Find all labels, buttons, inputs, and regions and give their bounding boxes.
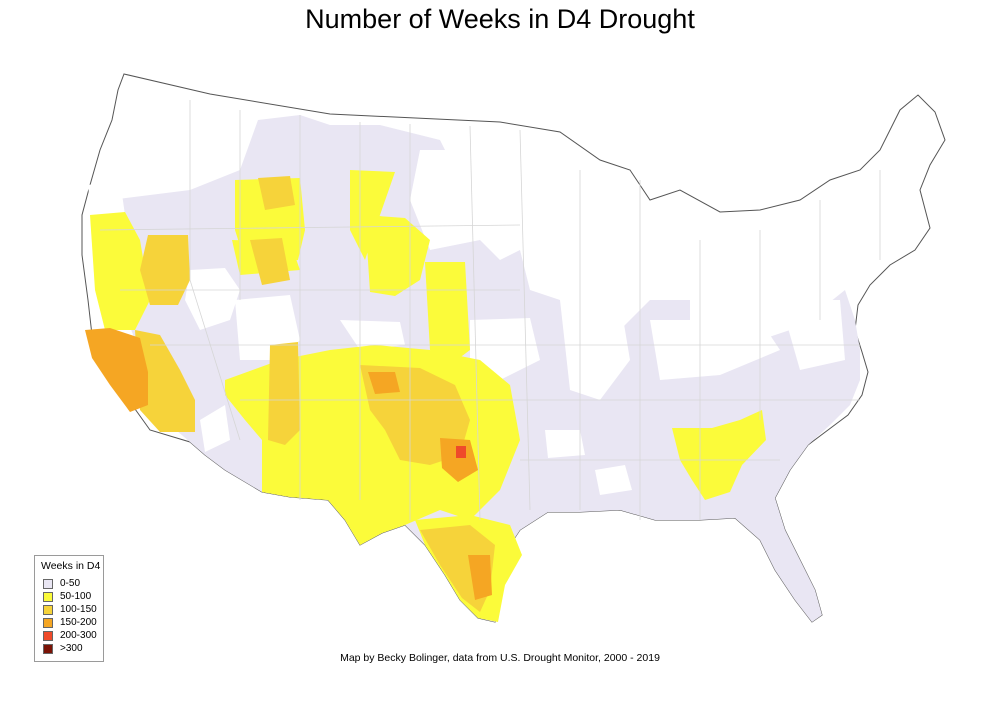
legend-label: 100-150 [60, 604, 97, 615]
legend-label: 150-200 [60, 617, 97, 628]
map-title: Number of Weeks in D4 Drought [305, 4, 695, 34]
region-texas-south [468, 555, 492, 600]
legend-item: 150-200 [41, 616, 103, 629]
region-colorado-se [368, 372, 400, 394]
map-credit: Map by Becky Bolinger, data from U.S. Dr… [340, 652, 660, 664]
region-ca-south [85, 328, 148, 412]
region-oklahoma [440, 438, 478, 482]
class-200-300 [456, 446, 466, 458]
state-boundaries [99, 100, 881, 521]
legend-swatch [43, 617, 53, 628]
gap-dakotas [410, 150, 480, 250]
region-red-core [456, 446, 466, 458]
gap-nevada [185, 268, 240, 330]
region-sd-ne [365, 215, 430, 296]
region-nevada-strip [268, 342, 300, 445]
region-nebraska [425, 262, 470, 365]
region-idaho-gold [250, 238, 290, 285]
region-montana-gold [258, 176, 295, 210]
gap-virginia [780, 300, 845, 370]
legend-swatch [43, 630, 53, 641]
legend-label: 200-300 [60, 630, 97, 641]
legend-item: 50-100 [41, 590, 103, 603]
region-wyoming [350, 170, 395, 260]
gap-arizona-sw [200, 405, 230, 452]
white-gaps [88, 150, 845, 495]
legend-item: >300 [41, 642, 103, 655]
legend-title: Weeks in D4 [41, 560, 101, 572]
region-oregon [140, 235, 190, 305]
gap-arkansas [545, 430, 585, 458]
gap-kansas [470, 318, 540, 380]
gap-missouri [560, 300, 630, 400]
legend-label: 50-100 [60, 591, 92, 602]
gap-kentucky [650, 320, 780, 380]
legend: Weeks in D4 0-50 50-100 100-150 150-200 … [34, 555, 104, 662]
legend-swatch [43, 604, 53, 615]
legend-item: 0-50 [41, 577, 103, 590]
gap-colorado [340, 320, 405, 350]
region-ca-central [135, 330, 195, 432]
class-150-200 [85, 328, 492, 600]
legend-swatch [43, 643, 53, 654]
legend-label: >300 [60, 643, 83, 654]
region-southeast [672, 410, 766, 500]
legend-item: 100-150 [41, 603, 103, 616]
legend-swatch [43, 591, 53, 602]
legend-label: 0-50 [60, 578, 81, 589]
gap-mississippi [595, 465, 632, 495]
legend-swatch [43, 578, 53, 589]
gap-oregon-coast [88, 180, 125, 220]
region-ca-north [90, 212, 150, 330]
legend-item: 200-300 [41, 629, 103, 642]
